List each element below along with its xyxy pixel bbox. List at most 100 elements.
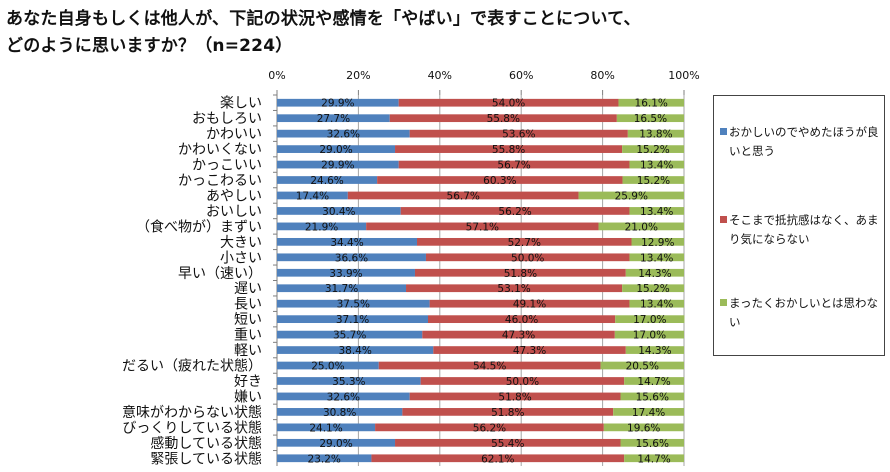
data-label: 25.0%: [311, 361, 344, 373]
bar-segment: [624, 454, 684, 463]
bar-segment: [371, 454, 625, 463]
y-category-label: 長い: [234, 297, 262, 313]
data-label: 19.6%: [627, 422, 660, 434]
data-label: 14.7%: [637, 453, 670, 465]
bar-segment: [277, 346, 434, 354]
bar-segment: [398, 160, 630, 169]
bar-segment: [395, 438, 621, 447]
y-category-label: 小さい: [220, 250, 262, 266]
bar-segment: [414, 268, 626, 277]
data-label: 24.6%: [310, 175, 343, 187]
data-label: 36.6%: [335, 252, 368, 264]
data-label: 50.0%: [511, 252, 544, 264]
y-category-label: 早い（速い）: [178, 266, 262, 282]
data-label: 34.4%: [330, 237, 363, 249]
bar-segment: [429, 299, 630, 308]
bar-segment: [395, 145, 623, 153]
bar-segment: [629, 253, 684, 262]
y-category-label: 意味がわからない状態: [122, 404, 262, 421]
data-label: 53.6%: [502, 129, 535, 141]
data-label: 55.8%: [487, 113, 520, 125]
data-label: 38.4%: [338, 345, 371, 357]
data-label: 21.0%: [625, 221, 658, 233]
data-label: 37.1%: [336, 314, 369, 326]
data-label: 32.6%: [327, 391, 360, 403]
data-label: 29.9%: [321, 160, 354, 172]
bar-segment: [277, 284, 407, 293]
y-category-label: 大きい: [220, 235, 262, 251]
bar-segment: [375, 423, 604, 432]
bar-segment: [578, 191, 684, 200]
y-category-label: かわいい: [206, 127, 262, 143]
data-label: 55.8%: [492, 144, 525, 156]
bar-segment: [629, 160, 684, 169]
bar-segment: [613, 408, 684, 416]
data-label: 17.0%: [633, 314, 666, 326]
bar-segment: [600, 361, 684, 370]
data-label: 23.2%: [308, 453, 341, 465]
data-label: 16.5%: [634, 113, 667, 125]
bar-segment: [625, 268, 684, 277]
bar-segment: [277, 377, 421, 385]
data-label: 31.7%: [325, 283, 358, 295]
y-category-label: 重い: [234, 328, 262, 344]
data-label: 17.4%: [296, 190, 329, 202]
bar-segment: [277, 454, 372, 463]
bar-segment: [277, 408, 403, 416]
bar-segment: [618, 98, 684, 107]
bar-segment: [277, 361, 379, 370]
data-label: 50.0%: [506, 376, 539, 388]
data-label: 13.4%: [640, 252, 673, 264]
bar-segment: [616, 114, 684, 123]
chart-title: あなた自身もしくは他人が、下記の状況や感情を「やばい」で表すことについて、 どの…: [6, 6, 876, 60]
data-label: 51.8%: [504, 268, 537, 280]
x-tick-label: 20%: [346, 69, 370, 82]
data-label: 57.1%: [466, 221, 499, 233]
bar-segment: [420, 377, 625, 385]
bar-segment: [277, 160, 399, 169]
y-category-label: 感動している状態: [150, 435, 262, 452]
bar-segment: [625, 346, 684, 354]
data-label: 56.2%: [473, 422, 506, 434]
bar-segment: [622, 284, 684, 293]
x-tick-label: 80%: [590, 69, 614, 82]
bar-segment: [614, 330, 684, 339]
bar-segment: [620, 438, 684, 447]
x-tick-label: 0%: [268, 69, 285, 82]
bar-segment: [277, 423, 376, 432]
chart-title-line-1: あなた自身もしくは他人が、下記の状況や感情を「やばい」で表すことについて、: [6, 9, 641, 29]
bar-segment: [389, 114, 617, 123]
data-label: 15.6%: [636, 438, 669, 450]
bar-segment: [409, 392, 621, 401]
data-label: 56.2%: [498, 206, 531, 218]
data-label: 52.7%: [508, 237, 541, 249]
data-label: 37.5%: [337, 299, 370, 311]
bar-segment: [277, 98, 399, 107]
legend-swatch-series-2: [720, 216, 727, 223]
data-label: 30.4%: [322, 206, 355, 218]
bar-segment: [398, 98, 619, 107]
bar-segment: [400, 207, 630, 215]
bar-segment: [615, 315, 685, 324]
y-category-label: 軽い: [234, 343, 262, 359]
bar-segment: [631, 237, 684, 246]
x-tick-label: 100%: [668, 69, 699, 82]
bar-segment: [622, 145, 684, 153]
data-label: 60.3%: [483, 175, 516, 187]
x-tick-label: 60%: [509, 69, 533, 82]
data-label: 53.1%: [497, 283, 530, 295]
y-category-label: かっこいい: [192, 158, 262, 174]
data-label: 21.9%: [305, 221, 338, 233]
data-label: 14.3%: [638, 345, 671, 357]
bar-segment: [409, 129, 628, 138]
legend-label-series-2: そこまで抵抗感はなく、あまり気にならない: [729, 213, 879, 246]
data-label: 24.1%: [309, 422, 342, 434]
data-label: 29.0%: [319, 144, 352, 156]
bar-segment: [277, 176, 378, 184]
data-label: 14.7%: [637, 376, 670, 388]
y-category-label: あやしい: [206, 188, 262, 204]
bar-segment: [422, 330, 615, 339]
bar-segment: [277, 129, 410, 138]
data-label: 29.0%: [319, 438, 352, 450]
